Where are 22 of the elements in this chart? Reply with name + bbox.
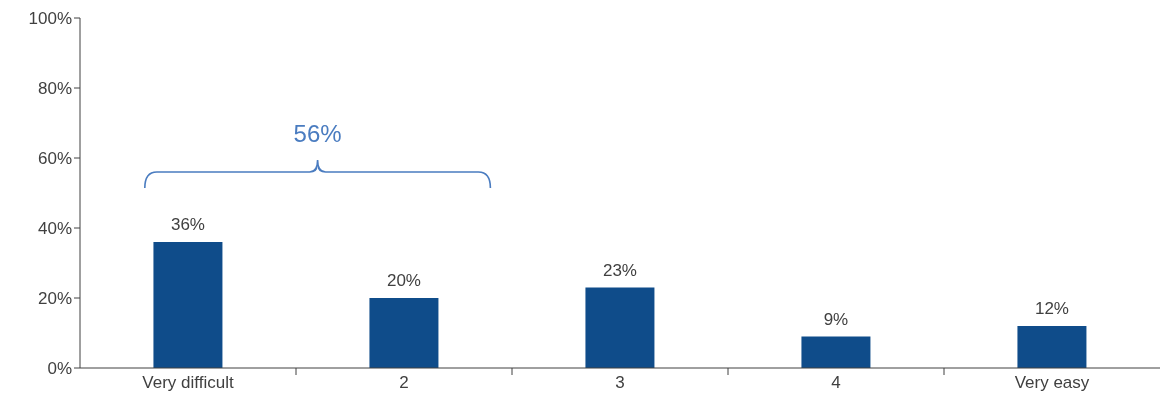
x-tick-label: 3 xyxy=(615,373,625,393)
x-tick-label: 4 xyxy=(831,373,841,393)
y-tick-label: 60% xyxy=(37,149,72,169)
y-tick-label: 100% xyxy=(28,9,72,29)
bar xyxy=(369,298,439,368)
data-label: 36% xyxy=(170,215,205,234)
data-label: 12% xyxy=(1034,299,1069,318)
bar xyxy=(153,242,223,368)
y-tick-label: 20% xyxy=(37,289,72,309)
y-tick-label: 0% xyxy=(47,359,72,379)
annotation: 56% xyxy=(293,120,342,147)
x-tick-label: Very easy xyxy=(1014,373,1090,393)
y-tick-label: 80% xyxy=(37,79,72,99)
data-label: 23% xyxy=(602,260,637,280)
y-tick-label: 40% xyxy=(37,219,72,239)
x-tick-label: 2 xyxy=(399,373,409,393)
bar xyxy=(585,287,655,368)
bar xyxy=(1017,326,1087,368)
data-label: 9% xyxy=(823,309,849,329)
data-label: 20% xyxy=(386,271,421,290)
bar xyxy=(801,336,871,368)
x-tick-label: Very difficult xyxy=(142,373,234,393)
